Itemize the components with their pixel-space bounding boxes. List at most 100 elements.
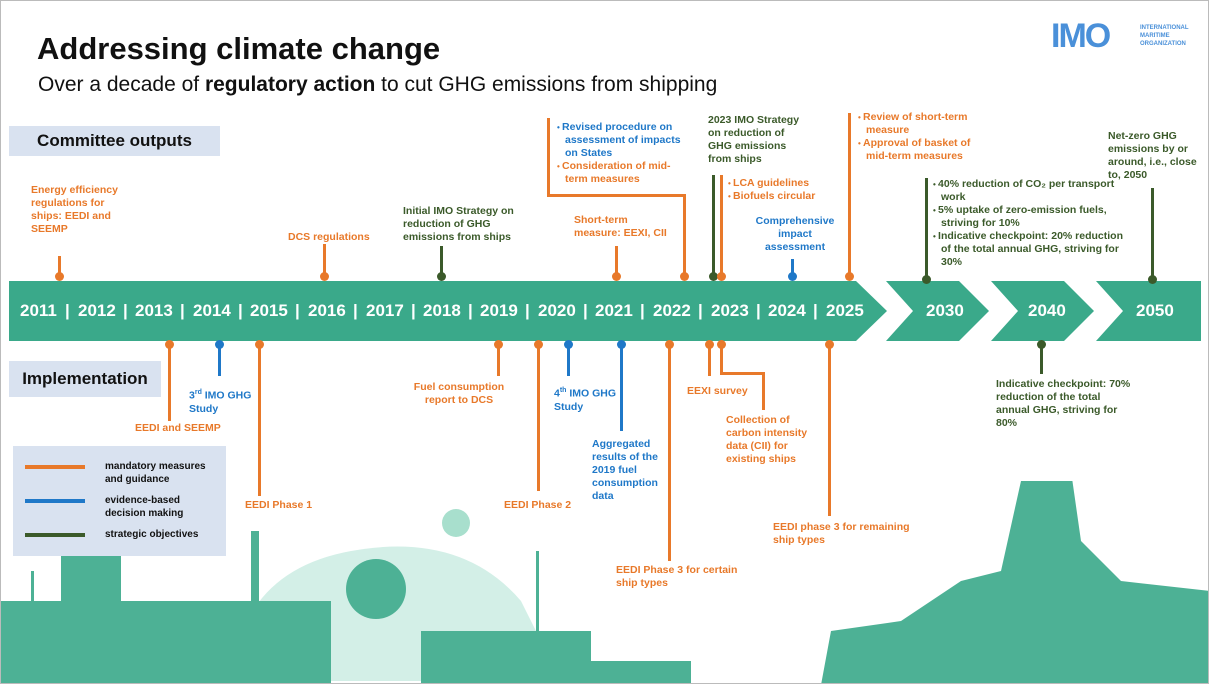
marker-dot — [680, 272, 689, 281]
crane — [251, 531, 259, 631]
connector — [720, 175, 723, 276]
marker-dot — [845, 272, 854, 281]
timeline-chevron-2040 — [991, 281, 1094, 341]
milestone-2050: 2050 — [1136, 301, 1174, 320]
energy-efficiency-text: Energy efficiency regulations for ships:… — [31, 184, 118, 235]
marker-dot — [55, 272, 64, 281]
imo-logo: IMO INTERNATIONAL MARITIME ORGANIZATION — [1051, 19, 1189, 53]
eedi-phase2-text: EEDI Phase 2 — [504, 499, 572, 511]
strategy-2023-text: 2023 IMO Strategy on reduction of GHG em… — [708, 114, 800, 165]
connector — [440, 246, 443, 276]
port-silhouette — [821, 481, 1208, 683]
year-label: 2018 — [423, 301, 461, 320]
connector — [828, 344, 831, 516]
subtitle-post: to cut GHG emissions from shipping — [375, 73, 718, 96]
logo-mark: IMO — [1051, 17, 1111, 55]
legend: mandatory measures and guidance evidence-… — [13, 446, 226, 556]
eedi-seemp-text: EEDI and SEEMP — [135, 422, 221, 434]
cii-collection-text: Collection of carbon intensity data (CII… — [726, 414, 808, 465]
year-separator: | — [813, 301, 818, 320]
connector — [537, 344, 540, 491]
year-separator: | — [295, 301, 300, 320]
year-separator: | — [411, 301, 416, 320]
connector — [848, 113, 851, 276]
connector — [1151, 188, 1154, 278]
connector — [547, 194, 686, 197]
fuel-consumption-text: Fuel consumption report to DCS — [413, 381, 505, 406]
eexi-survey-text: EEXI survey — [687, 385, 748, 397]
year-label: 2024 — [768, 301, 806, 320]
comprehensive-assessment-text: Comprehensive impact assessment — [755, 215, 835, 253]
year-separator: | — [525, 301, 530, 320]
legend-label: mandatory measures and guidance — [105, 461, 206, 485]
year-label: 2022 — [653, 301, 691, 320]
ship-silhouette — [1, 601, 331, 683]
connector — [720, 344, 723, 374]
timeline-bar — [9, 281, 1201, 341]
year-separator: | — [238, 301, 243, 320]
connector — [762, 372, 765, 410]
checkpoint-2040-text: Indicative checkpoint: 70% reduction of … — [996, 378, 1131, 429]
lca-list: LCA guidelines Biofuels circular — [728, 177, 828, 203]
marker-dot — [788, 272, 797, 281]
year-separator: | — [65, 301, 70, 320]
eedi-phase1-text: EEDI Phase 1 — [245, 499, 313, 511]
connector — [497, 344, 500, 376]
list-item: Biofuels circular — [728, 190, 828, 203]
subtitle-bold: regulatory action — [204, 73, 376, 96]
year-label: 2011 — [20, 301, 57, 320]
wind-turbine — [536, 551, 539, 681]
connector — [683, 194, 686, 276]
legend-label: strategic objectives — [105, 529, 199, 540]
year-label: 2021 — [595, 301, 633, 320]
committee-outputs-header: Committee outputs — [9, 126, 220, 156]
list-item: LCA guidelines — [728, 177, 828, 190]
legend-swatch — [25, 499, 85, 503]
connector — [323, 244, 326, 276]
eedi-phase3-certain-text: EEDI Phase 3 for certain ship types — [616, 564, 738, 589]
landscape-illustration — [1, 481, 1208, 683]
milestone-2040: 2040 — [1028, 301, 1066, 320]
marker-dot — [717, 272, 726, 281]
ghg-study-3-text: 3rd IMO GHG Study — [189, 386, 269, 416]
connector — [720, 372, 765, 375]
energy-icon — [346, 559, 406, 619]
year-separator: | — [698, 301, 703, 320]
connector — [168, 344, 171, 421]
connector — [58, 256, 61, 276]
implementation-header: Implementation — [9, 361, 161, 397]
logo-line: MARITIME — [1140, 33, 1170, 39]
marker-dot — [922, 275, 931, 284]
connector — [258, 344, 261, 496]
connector — [567, 344, 570, 376]
logo-line: ORGANIZATION — [1140, 41, 1186, 47]
page-title: Addressing climate change — [37, 31, 441, 66]
list-item: Revised procedure on assessment of impac… — [557, 121, 692, 160]
connector — [1040, 344, 1043, 374]
connector — [708, 344, 711, 376]
year-label: 2019 — [480, 301, 518, 320]
year-separator: | — [180, 301, 185, 320]
year-separator: | — [583, 301, 588, 320]
page-subtitle: Over a decade of regulatory action to cu… — [38, 73, 717, 97]
eedi-phase3-remaining-text: EEDI phase 3 for remaining ship types — [773, 521, 910, 546]
connector — [668, 344, 671, 561]
short-term-measure-text: Short-term measure: EEXI, CII — [574, 214, 667, 239]
solar-panel — [421, 631, 501, 683]
connector — [218, 344, 221, 376]
year-separator: | — [640, 301, 645, 320]
list-item: 5% uptake of zero-emission fuels, strivi… — [933, 204, 1133, 230]
year-label: 2012 — [78, 301, 116, 320]
connector — [547, 118, 550, 197]
list-item: Review of short-term measure — [858, 111, 988, 137]
year-separator: | — [468, 301, 473, 320]
connector — [925, 178, 928, 278]
year-label: 2020 — [538, 301, 576, 320]
connector — [620, 344, 623, 431]
review-list: Review of short-term measure Approval of… — [858, 111, 988, 163]
logo-line: INTERNATIONAL — [1140, 25, 1189, 31]
ghg4-sup: th — [559, 387, 567, 394]
logo-text: INTERNATIONAL MARITIME ORGANIZATION — [1140, 24, 1208, 48]
revised-procedure-list: Revised procedure on assessment of impac… — [557, 121, 692, 186]
